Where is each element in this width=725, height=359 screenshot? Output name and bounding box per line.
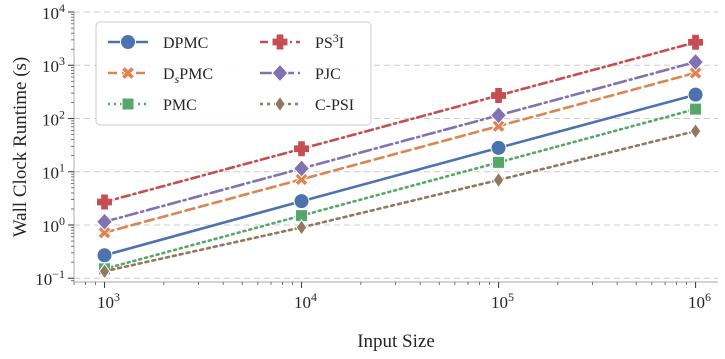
y-tick-label: 103 xyxy=(42,54,65,76)
data-point xyxy=(489,105,508,125)
data-point xyxy=(295,219,308,236)
data-point xyxy=(96,193,113,211)
series-pjc xyxy=(95,52,705,232)
data-point xyxy=(96,247,113,264)
legend-marker xyxy=(274,95,286,113)
legend-marker xyxy=(271,63,289,83)
data-point xyxy=(98,262,111,280)
series-c-psi xyxy=(98,122,702,280)
legend-item-dspmc: DsPMC xyxy=(108,66,213,86)
legend: DPMC DsPMC PMC PS3I PJC C-PSI xyxy=(95,21,372,126)
data-point xyxy=(490,139,507,156)
y-tick-label: 102 xyxy=(42,107,65,129)
x-tick-label: 105 xyxy=(491,290,514,312)
data-point xyxy=(689,102,703,116)
legend-marker xyxy=(120,34,136,50)
series-line xyxy=(103,60,697,224)
x-tick-label: 104 xyxy=(294,290,317,312)
legend-label: DPMC xyxy=(163,35,208,52)
legend-item-dpmc: DPMC xyxy=(108,34,208,52)
grid-layer xyxy=(74,11,718,279)
series-pmc xyxy=(98,102,703,276)
y-tick-label: 101 xyxy=(42,161,65,183)
data-point xyxy=(689,122,702,140)
x-axis-title: Input Size xyxy=(357,331,435,352)
data-point xyxy=(95,212,114,232)
series-layer xyxy=(95,34,705,280)
legend-item-ps3i: PS3I xyxy=(260,31,344,52)
legend-marker xyxy=(271,33,289,51)
data-point xyxy=(686,52,705,72)
legend-label: PMC xyxy=(163,97,197,114)
y-tick-label: 100 xyxy=(42,214,65,236)
legend-label: DsPMC xyxy=(163,66,213,86)
data-point xyxy=(293,140,310,158)
legend-label: PS3I xyxy=(315,31,344,52)
legend-label: PJC xyxy=(315,66,341,83)
series-line xyxy=(103,129,697,273)
series-line xyxy=(103,71,697,234)
series-ps3i xyxy=(96,34,704,211)
data-point xyxy=(492,171,505,189)
legend-marker xyxy=(121,66,135,80)
data-point xyxy=(687,34,704,51)
legend-box xyxy=(95,21,372,126)
y-tick-label: 104 xyxy=(42,1,65,23)
data-point xyxy=(687,86,704,103)
x-tick-label: 106 xyxy=(688,290,711,312)
legend-item-c-psi: C-PSI xyxy=(260,95,354,114)
data-point xyxy=(293,193,310,210)
data-point xyxy=(492,155,506,169)
series-line xyxy=(103,107,697,271)
legend-label: C-PSI xyxy=(315,97,354,114)
data-point xyxy=(292,159,311,178)
y-tick-label: 10−1 xyxy=(35,267,65,289)
legend-item-pmc: PMC xyxy=(108,97,197,114)
axes-layer: 10−1 100 101 102 103 104 103 104 105 106 xyxy=(35,1,718,312)
x-tick-label: 103 xyxy=(97,290,120,312)
data-point xyxy=(490,87,507,104)
y-axis-title: Wall Clock Runtime (s) xyxy=(10,57,31,238)
series-line xyxy=(103,40,697,204)
legend-marker xyxy=(121,97,135,111)
legend-item-pjc: PJC xyxy=(260,63,341,83)
series-dpmc xyxy=(96,86,704,264)
series-line xyxy=(103,93,697,257)
